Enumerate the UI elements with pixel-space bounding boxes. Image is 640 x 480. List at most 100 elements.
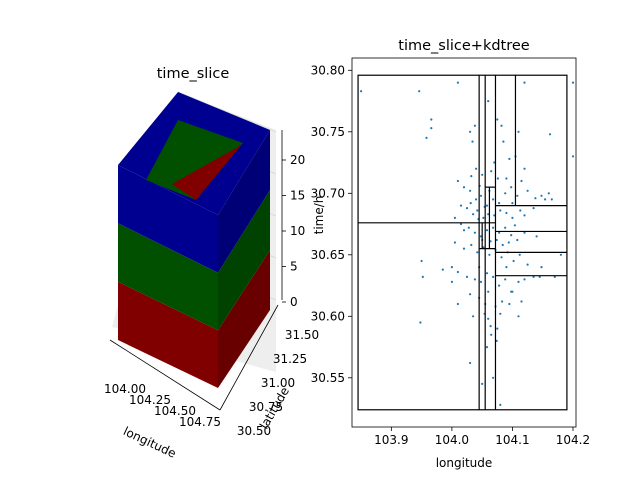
- kdtree-scatter-chart: time_slice+kdtree 103.9 104.0 104.1 104.2 30…: [311, 38, 591, 470]
- scatter-point: [476, 251, 479, 254]
- scatter-point: [504, 226, 507, 229]
- scatter-point: [469, 361, 472, 365]
- scatter-point: [495, 238, 498, 242]
- scatter-point: [571, 155, 575, 158]
- scatter-point: [456, 302, 459, 306]
- scatter-point: [487, 213, 490, 216]
- scatter-point: [508, 302, 511, 306]
- scatter-point: [482, 216, 485, 219]
- scatter-point: [518, 253, 521, 256]
- scatter-point: [526, 189, 529, 192]
- scatter-point: [495, 339, 498, 342]
- scatter-point: [532, 207, 535, 210]
- scatter-point: [507, 241, 510, 244]
- y-tick-label: 30.75: [249, 400, 283, 414]
- scatter-point: [553, 275, 556, 278]
- scatter-point: [360, 90, 363, 93]
- slice-side-face: [218, 250, 270, 388]
- scatter-point: [511, 290, 514, 293]
- scatter-point: [499, 209, 502, 212]
- x-tick-label: 104.2: [556, 433, 590, 447]
- scatter-point: [421, 275, 424, 278]
- scatter-point: [456, 179, 459, 183]
- scatter-point: [547, 192, 550, 195]
- scatter-point: [465, 275, 469, 278]
- x-tick-label: 104.1: [495, 433, 529, 447]
- scatter-point: [430, 118, 433, 121]
- scatter-point: [517, 315, 520, 318]
- scatter-point: [465, 207, 469, 210]
- scatter-point: [548, 133, 552, 136]
- scatter-point: [485, 204, 489, 207]
- x-axis-line: [109, 339, 221, 411]
- scatter-point: [523, 231, 526, 234]
- scatter-point: [496, 177, 499, 180]
- y-tick-label: 30.80: [311, 63, 345, 77]
- scatter-point: [544, 198, 547, 201]
- scatter-point: [508, 157, 511, 160]
- axis-ticks-2d: 103.9 104.0 104.1 104.2 30.55 30.60 30.65 30.70…: [311, 63, 591, 447]
- time-slice-3d-chart: time_slice 0 5 10 15 20 104.00104.25104.50104…: [104, 66, 326, 461]
- scatter-point: [540, 194, 543, 197]
- scatter-points: [360, 81, 575, 406]
- scatter-point: [511, 216, 514, 219]
- scatter-point: [540, 266, 543, 269]
- scatter-point: [473, 124, 476, 127]
- scatter-point: [476, 209, 479, 212]
- scatter-point: [467, 226, 470, 229]
- scatter-point: [456, 270, 459, 274]
- scatter-point: [488, 253, 491, 256]
- scatter-point: [517, 280, 520, 283]
- z-tick-label: 0: [290, 295, 298, 309]
- scatter-point: [571, 81, 575, 84]
- x-axis-label-left: longitude: [121, 424, 178, 461]
- x-axis-label-right: longitude: [436, 456, 493, 470]
- scatter-point: [472, 315, 475, 318]
- z-axis-label-left: time/h: [312, 196, 326, 235]
- scatter-point: [520, 300, 523, 303]
- scatter-point: [450, 266, 453, 269]
- x-tick-label: 104.00: [104, 382, 146, 396]
- scatter-point: [481, 382, 484, 385]
- grid-line-z: [177, 91, 277, 133]
- scatter-point: [418, 90, 421, 93]
- scatter-point: [513, 224, 517, 227]
- scatter-point: [501, 300, 504, 303]
- scatter-point: [481, 173, 484, 176]
- scatter-point: [498, 231, 501, 234]
- scatter-point: [473, 278, 476, 281]
- scatter-point: [492, 275, 495, 278]
- time-slices: [118, 92, 270, 388]
- scatter-point: [489, 325, 492, 328]
- scatter-point: [523, 167, 526, 170]
- slice-front-face: [118, 165, 218, 273]
- scatter-point: [502, 140, 505, 143]
- scatter-point: [519, 209, 522, 212]
- scatter-point: [532, 275, 535, 278]
- scatter-point: [493, 214, 496, 217]
- scatter-point: [469, 202, 472, 205]
- plot-frame: [351, 57, 577, 428]
- scatter-point: [493, 161, 496, 164]
- scatter-point: [500, 124, 503, 127]
- slice-front-face: [118, 223, 218, 331]
- chart-title-left: time_slice: [157, 66, 230, 82]
- scatter-point: [487, 317, 490, 320]
- scatter-point: [469, 130, 472, 133]
- scatter-point: [492, 226, 495, 229]
- scatter-point: [459, 204, 463, 207]
- x-tick-label: 104.25: [129, 393, 171, 407]
- y-tick-label: 30.60: [311, 309, 345, 323]
- y-tick-label: 30.55: [311, 371, 345, 385]
- y-tick-label: 31.00: [261, 376, 295, 390]
- scatter-point: [559, 253, 563, 256]
- scatter-point: [535, 235, 538, 238]
- z-tick-label: 5: [290, 260, 298, 274]
- scatter-point: [479, 235, 483, 238]
- scatter-point: [456, 81, 459, 84]
- scatter-point: [534, 197, 537, 200]
- y-tick-label: 31.50: [285, 328, 319, 342]
- scatter-point: [459, 222, 463, 226]
- scatter-point: [504, 192, 507, 195]
